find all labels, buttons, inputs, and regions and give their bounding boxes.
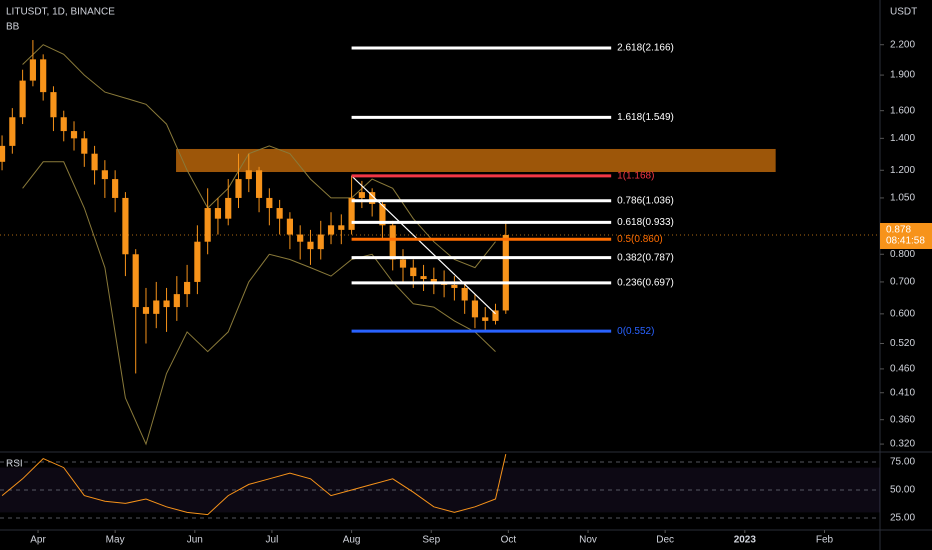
rsi-tick-label: 25.00 (890, 513, 915, 524)
candle-body (225, 197, 232, 219)
last-price-label: 0.878 (886, 225, 911, 236)
candle-body (9, 117, 16, 146)
fib-label: 0.236(0.697) (617, 277, 674, 288)
x-tick-label: Sep (422, 535, 440, 546)
last-price-tag (880, 222, 932, 249)
y-tick-label: 0.320 (890, 439, 915, 450)
x-tick-label: Feb (816, 535, 834, 546)
candle-body (461, 287, 468, 301)
trendline (351, 175, 496, 315)
x-tick-label: Jul (266, 535, 279, 546)
chart-title: LITUSDT, 1D, BINANCE (6, 7, 115, 18)
fib-label: 2.618(2.166) (617, 43, 674, 54)
candle-body (492, 310, 499, 321)
resistance-zone (176, 148, 776, 173)
candle-body (307, 241, 314, 250)
rsi-label: RSI (6, 459, 23, 470)
candle-body (81, 138, 88, 154)
candle-body (348, 197, 355, 230)
candle-body (50, 92, 57, 118)
candle-body (410, 267, 417, 277)
candle-body (0, 145, 6, 162)
y-tick-label: 0.700 (890, 277, 915, 288)
candle-body (184, 281, 191, 295)
y-tick-label: 1.400 (890, 133, 915, 144)
candle-body (420, 276, 427, 279)
candle-body (214, 208, 222, 219)
candle-body (379, 203, 386, 226)
candle-body (29, 59, 36, 81)
candle-body (245, 170, 252, 180)
fib-label: 0.618(0.933) (617, 217, 674, 228)
candle-body (430, 278, 437, 282)
x-tick-label: May (106, 535, 125, 546)
y-tick-label: 2.200 (890, 39, 915, 50)
candle-body (142, 307, 150, 314)
candle-body (122, 197, 129, 255)
y-tick-label: 1.900 (890, 70, 915, 81)
candle-body (91, 153, 98, 171)
x-tick-label: Apr (30, 535, 46, 546)
rsi-tick-label: 75.00 (890, 457, 915, 468)
y-tick-label: 1.200 (890, 165, 915, 176)
candle-body (358, 192, 365, 198)
candle-body (327, 225, 335, 235)
bollinger-lower (22, 161, 496, 446)
x-tick-label: 2023 (734, 535, 757, 546)
y-tick-label: 1.600 (890, 105, 915, 116)
candle-body (502, 234, 509, 311)
candle-body (60, 117, 67, 132)
candle-body (399, 259, 407, 268)
fib-label: 0.786(1.036) (617, 195, 674, 206)
x-tick-label: Jun (187, 535, 203, 546)
x-tick-label: Aug (343, 535, 361, 546)
candle-body (276, 208, 283, 219)
fib-label: 0.382(0.787) (617, 252, 674, 263)
indicator-label: BB (6, 22, 20, 33)
candle-body (317, 234, 324, 250)
y-tick-label: 0.800 (890, 249, 915, 260)
candle-body (255, 170, 263, 198)
countdown-label: 08:41:58 (886, 236, 925, 247)
candle-body (338, 225, 345, 230)
candle-body (297, 234, 304, 242)
fib-label: 1(1.168) (617, 171, 654, 182)
candle-body (286, 218, 293, 235)
candle-body (40, 59, 47, 93)
y-tick-label: 0.360 (890, 414, 915, 425)
y-tick-label: 0.520 (890, 338, 915, 349)
y-tick-label: 1.050 (890, 193, 915, 204)
fib-label: 0.5(0.860) (617, 234, 663, 245)
candle-body (471, 300, 479, 318)
y-tick-label: 0.460 (890, 364, 915, 375)
y-tick-label: 0.410 (890, 387, 915, 398)
candle-body (369, 192, 376, 204)
candle-body (101, 170, 108, 180)
x-tick-label: Dec (656, 535, 674, 546)
candle-body (173, 294, 180, 308)
candle-body (132, 254, 139, 308)
candle-body (235, 179, 242, 198)
currency-label: USDT (890, 7, 917, 18)
x-tick-label: Oct (501, 535, 517, 546)
candle-body (204, 208, 211, 242)
fib-label: 0(0.552) (617, 326, 654, 337)
rsi-line (1, 453, 507, 516)
candle-body (266, 197, 273, 209)
candle-body (482, 317, 489, 321)
fib-label: 1.618(1.549) (617, 112, 674, 123)
candle-body (112, 179, 119, 198)
candle-body (389, 225, 396, 260)
candle-body (163, 300, 170, 308)
x-tick-label: Nov (579, 535, 597, 546)
candle-body (451, 284, 458, 288)
candle-body (19, 80, 26, 118)
candle-body (194, 241, 201, 282)
candle-body (70, 131, 78, 139)
y-tick-label: 0.600 (890, 309, 915, 320)
rsi-tick-label: 50.00 (890, 485, 915, 496)
candle-body (153, 300, 160, 314)
